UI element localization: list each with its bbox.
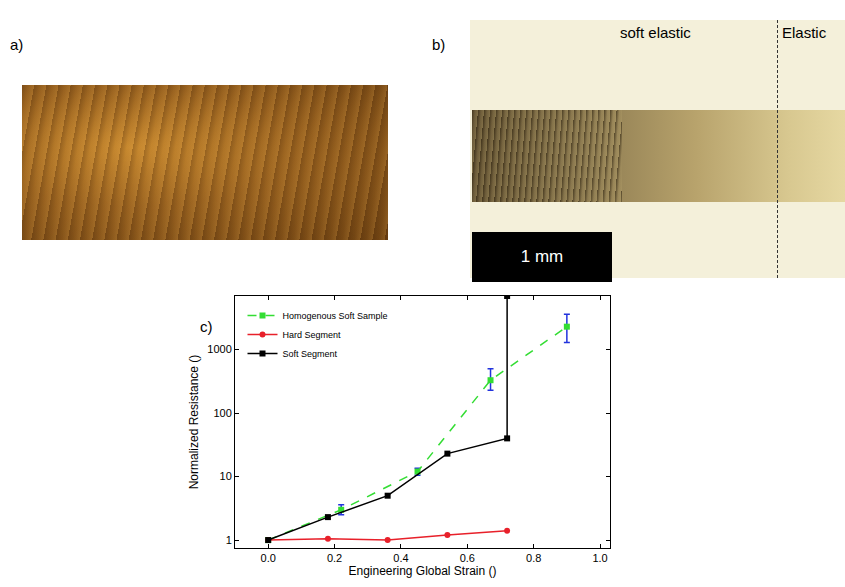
html-text:a): a)	[10, 36, 24, 53]
svg-text:Hard Segment: Hard Segment	[283, 330, 342, 340]
svg-text:Engineering Global Strain (): Engineering Global Strain ()	[348, 564, 496, 578]
html-text:Elastic: Elastic	[782, 24, 827, 41]
svg-text:Soft Segment: Soft Segment	[283, 349, 338, 359]
svg-text:0.0: 0.0	[261, 552, 276, 564]
svg-text:1.0: 1.0	[592, 552, 607, 564]
svg-text:0.4: 0.4	[393, 552, 408, 564]
html-text:soft elastic: soft elastic	[620, 24, 691, 41]
svg-text:Homogenous Soft Sample: Homogenous Soft Sample	[283, 311, 388, 321]
html-text:c): c)	[200, 318, 213, 335]
html-text:1 mm: 1 mm	[520, 247, 564, 266]
svg-text:0.8: 0.8	[526, 552, 541, 564]
svg-text:1000: 1000	[207, 343, 231, 355]
svg-text:0.2: 0.2	[327, 552, 342, 564]
svg-text:100: 100	[213, 407, 231, 419]
svg-text:0.6: 0.6	[460, 552, 475, 564]
svg-text:10: 10	[220, 470, 232, 482]
svg-text:Normalized Resistance (): Normalized Resistance ()	[187, 355, 201, 490]
html-text:b): b)	[432, 36, 446, 53]
svg-text:1: 1	[226, 534, 232, 546]
